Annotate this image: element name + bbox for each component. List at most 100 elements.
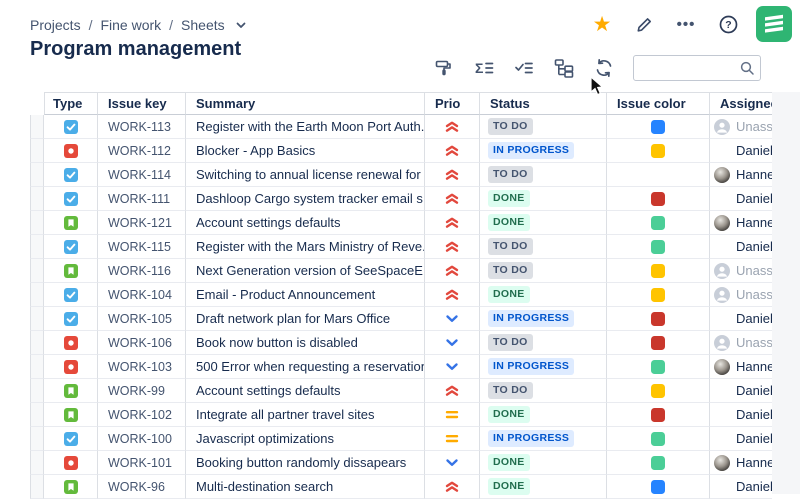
assignee-cell[interactable]: Unassigned — [710, 283, 772, 307]
issue-color-chip-green[interactable] — [651, 431, 665, 446]
issue-summary-cell[interactable]: Register with the Mars Ministry of Reve.… — [186, 235, 425, 259]
assignee-cell[interactable]: Unassigned — [710, 115, 772, 139]
issue-summary-cell[interactable]: Register with the Earth Moon Port Auth..… — [186, 115, 425, 139]
status-cell[interactable]: TO DO — [480, 115, 607, 139]
row-handle[interactable] — [30, 283, 44, 307]
status-cell[interactable]: DONE — [480, 211, 607, 235]
issue-key-cell[interactable]: WORK-104 — [98, 283, 186, 307]
status-cell[interactable]: IN PROGRESS — [480, 427, 607, 451]
issue-key-cell[interactable]: WORK-102 — [98, 403, 186, 427]
row-handle[interactable] — [30, 211, 44, 235]
assignee-cell[interactable]: Unassigned — [710, 259, 772, 283]
assignee-cell[interactable]: Hannes — [710, 451, 772, 475]
assignee-cell[interactable]: Daniel F — [710, 379, 772, 403]
issue-color-cell[interactable] — [607, 283, 710, 307]
issue-color-cell[interactable] — [607, 187, 710, 211]
table-right-gutter[interactable] — [772, 92, 800, 494]
status-cell[interactable]: IN PROGRESS — [480, 307, 607, 331]
issue-color-cell[interactable] — [607, 235, 710, 259]
row-handle[interactable] — [30, 475, 44, 499]
edit-pencil-icon[interactable] — [630, 10, 658, 38]
column-header-summary[interactable]: Summary — [186, 92, 425, 115]
issue-color-cell[interactable] — [607, 331, 710, 355]
favorite-star-icon[interactable]: ★ — [592, 12, 612, 36]
issue-color-chip-darkred[interactable] — [651, 335, 665, 350]
issue-color-chip-darkred[interactable] — [651, 191, 665, 206]
issue-summary-cell[interactable]: Switching to annual license renewal for … — [186, 163, 425, 187]
issue-color-chip-green[interactable] — [651, 215, 665, 230]
issue-color-cell[interactable] — [607, 211, 710, 235]
issue-key-cell[interactable]: WORK-99 — [98, 379, 186, 403]
issue-type-cell[interactable] — [44, 259, 98, 283]
issue-key-cell[interactable]: WORK-100 — [98, 427, 186, 451]
issue-summary-cell[interactable]: Multi-destination search — [186, 475, 425, 499]
group-hierarchy-icon[interactable] — [550, 54, 578, 82]
issue-type-cell[interactable] — [44, 115, 98, 139]
issue-summary-cell[interactable]: Account settings defaults — [186, 379, 425, 403]
issue-color-chip-green[interactable] — [651, 455, 665, 470]
issue-key-cell[interactable]: WORK-105 — [98, 307, 186, 331]
breadcrumb-projects[interactable]: Projects — [30, 17, 81, 33]
issue-key-cell[interactable]: WORK-114 — [98, 163, 186, 187]
column-header-status[interactable]: Status — [480, 92, 607, 115]
priority-cell[interactable] — [425, 475, 480, 499]
more-options-icon[interactable]: ••• — [676, 15, 696, 33]
issue-summary-cell[interactable]: Javascript optimizations — [186, 427, 425, 451]
assignee-cell[interactable]: Daniel F — [710, 235, 772, 259]
issue-color-cell[interactable] — [607, 475, 710, 499]
row-handle[interactable] — [30, 139, 44, 163]
status-cell[interactable]: DONE — [480, 403, 607, 427]
priority-cell[interactable] — [425, 379, 480, 403]
issue-key-cell[interactable]: WORK-116 — [98, 259, 186, 283]
issue-summary-cell[interactable]: Account settings defaults — [186, 211, 425, 235]
issue-type-cell[interactable] — [44, 139, 98, 163]
priority-cell[interactable] — [425, 451, 480, 475]
row-handle[interactable] — [30, 163, 44, 187]
issue-key-cell[interactable]: WORK-113 — [98, 115, 186, 139]
issue-color-chip-green[interactable] — [651, 359, 665, 374]
issue-key-cell[interactable]: WORK-101 — [98, 451, 186, 475]
priority-cell[interactable] — [425, 139, 480, 163]
issue-key-cell[interactable]: WORK-112 — [98, 139, 186, 163]
issue-type-cell[interactable] — [44, 427, 98, 451]
status-cell[interactable]: TO DO — [480, 163, 607, 187]
issue-summary-cell[interactable]: Book now button is disabled — [186, 331, 425, 355]
status-cell[interactable]: IN PROGRESS — [480, 139, 607, 163]
issue-color-cell[interactable] — [607, 451, 710, 475]
issue-type-cell[interactable] — [44, 403, 98, 427]
status-cell[interactable]: TO DO — [480, 379, 607, 403]
status-cell[interactable]: TO DO — [480, 235, 607, 259]
issue-summary-cell[interactable]: Dashloop Cargo system tracker email s... — [186, 187, 425, 211]
priority-cell[interactable] — [425, 235, 480, 259]
issue-color-cell[interactable] — [607, 403, 710, 427]
assignee-cell[interactable]: Unassigned — [710, 331, 772, 355]
issue-key-cell[interactable]: WORK-121 — [98, 211, 186, 235]
refresh-icon[interactable] — [590, 54, 618, 82]
breadcrumb-sheets[interactable]: Sheets — [181, 17, 225, 33]
issue-color-cell[interactable] — [607, 139, 710, 163]
issue-key-cell[interactable]: WORK-115 — [98, 235, 186, 259]
status-cell[interactable]: DONE — [480, 451, 607, 475]
chevron-down-icon[interactable] — [235, 19, 247, 31]
priority-cell[interactable] — [425, 187, 480, 211]
issue-type-cell[interactable] — [44, 283, 98, 307]
row-handle[interactable] — [30, 187, 44, 211]
assignee-cell[interactable]: Hannes — [710, 163, 772, 187]
row-handle[interactable] — [30, 331, 44, 355]
status-cell[interactable]: TO DO — [480, 331, 607, 355]
breadcrumb-fine-work[interactable]: Fine work — [100, 17, 162, 33]
status-cell[interactable]: DONE — [480, 475, 607, 499]
column-header-type[interactable]: Type — [44, 92, 98, 115]
assignee-cell[interactable]: Daniel F — [710, 139, 772, 163]
issue-type-cell[interactable] — [44, 307, 98, 331]
priority-cell[interactable] — [425, 307, 480, 331]
row-handle[interactable] — [30, 451, 44, 475]
status-cell[interactable]: DONE — [480, 283, 607, 307]
issue-type-cell[interactable] — [44, 187, 98, 211]
issue-color-chip-yellow[interactable] — [651, 383, 665, 398]
issue-summary-cell[interactable]: 500 Error when requesting a reservation — [186, 355, 425, 379]
format-painter-icon[interactable] — [430, 54, 458, 82]
column-header-key[interactable]: Issue key — [98, 92, 186, 115]
issue-summary-cell[interactable]: Blocker - App Basics — [186, 139, 425, 163]
row-handle[interactable] — [30, 403, 44, 427]
